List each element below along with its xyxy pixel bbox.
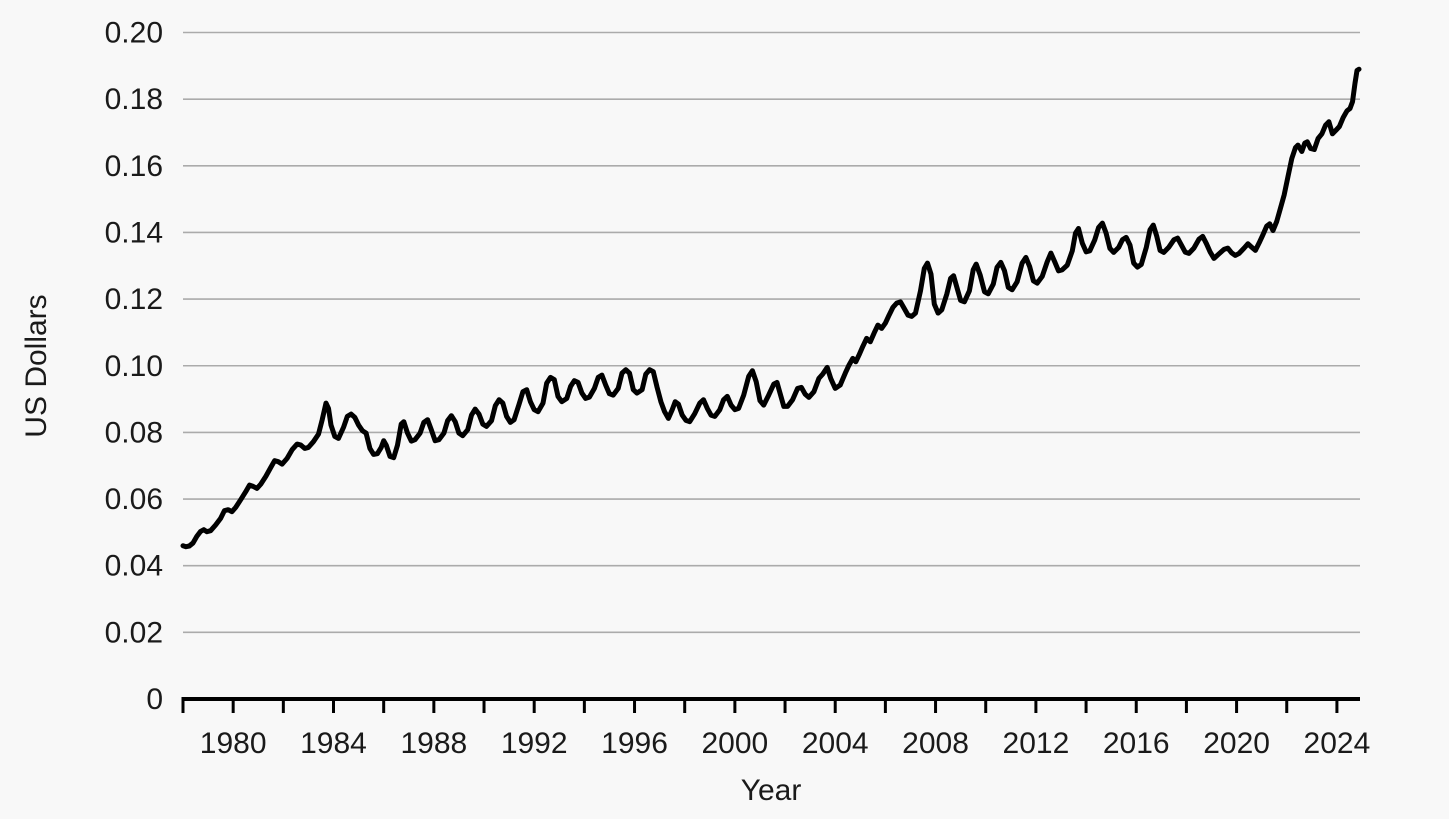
- data-series-line: [180, 66, 1362, 550]
- y-tick-label: 0.16: [105, 150, 163, 183]
- y-tick-label: 0.10: [105, 350, 163, 383]
- x-axis-title: Year: [741, 774, 802, 807]
- gridlines: [183, 31, 1360, 634]
- y-tick-label: 0.08: [105, 416, 163, 449]
- x-tick-label: 1988: [400, 727, 467, 760]
- y-tick-label: 0.20: [105, 17, 163, 50]
- y-tick-label: 0.12: [105, 283, 163, 316]
- x-tick-labels: 1980 1984 1988 1992 1996 2000 2004 2008 2012 2016…: [200, 727, 1371, 760]
- x-tick-label: 2004: [802, 727, 869, 760]
- x-tick-label: 2008: [902, 727, 969, 760]
- y-tick-label: 0.14: [105, 216, 163, 249]
- x-tick-label: 1992: [501, 727, 568, 760]
- x-tick-label: 2012: [1003, 727, 1070, 760]
- y-tick-labels: 0 0.02 0.04 0.06 0.08 0.10 0.12 0.14 0.16 0.18 0.2…: [105, 17, 163, 717]
- y-tick-label: 0: [146, 683, 163, 716]
- x-tick-label: 1996: [601, 727, 668, 760]
- y-tick-label: 0.02: [105, 616, 163, 649]
- x-tick-label: 1980: [200, 727, 267, 760]
- y-tick-label: 0.06: [105, 483, 163, 516]
- x-tick-label: 2000: [702, 727, 769, 760]
- x-axis: [181, 697, 1360, 713]
- y-tick-label: 0.04: [105, 550, 163, 583]
- x-tick-label: 2024: [1304, 727, 1371, 760]
- x-tick-label: 2016: [1103, 727, 1170, 760]
- price-series-line: [180, 66, 1362, 550]
- x-tick-label: 1984: [300, 727, 367, 760]
- y-tick-label: 0.18: [105, 83, 163, 116]
- y-axis-title: US Dollars: [20, 294, 53, 437]
- x-tick-label: 2020: [1203, 727, 1270, 760]
